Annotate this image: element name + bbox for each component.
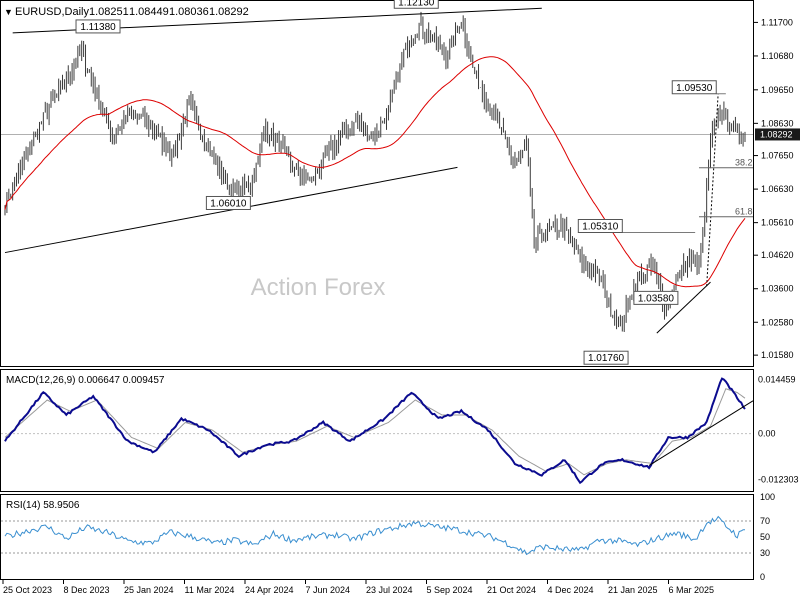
annotation-box	[633, 290, 679, 305]
annotation-box	[577, 219, 623, 234]
macd-panel-frame	[0, 369, 754, 492]
ohlc-low: 1.08036	[169, 6, 209, 18]
fib-level-label: 38.2	[735, 158, 753, 168]
price-panel-frame	[0, 0, 754, 367]
last-price-tag	[755, 128, 800, 141]
price-axis: 1.01580 1.02580 1.03600 1.04620 1.05610 1.066…	[753, 17, 800, 360]
annotation-box	[75, 19, 121, 34]
ohlc-open: 1.08251	[89, 6, 129, 18]
symbol-label: EURUSD,Daily	[15, 6, 89, 18]
x-tick-label: 21 Oct 2024	[487, 585, 536, 595]
price-overlays: 38.2 61.8 1.11380 1.12130 1.06010 1.09530 1.05…	[4, 0, 753, 365]
price-tick-label: 1.10680	[761, 51, 794, 61]
annotation-label: 1.09530	[676, 83, 713, 94]
annotation-box	[583, 350, 629, 365]
x-tick-label: 25 Jan 2024	[124, 585, 174, 595]
annotation-label: 1.05310	[582, 222, 619, 233]
last-price-label: 1.08292	[760, 129, 793, 139]
rsi-tick-label: 30	[760, 548, 770, 558]
annotation-box	[205, 195, 251, 210]
trendline	[656, 281, 711, 334]
price-tick-label: 1.03600	[761, 284, 794, 294]
annotation-label: 1.03580	[638, 293, 675, 304]
rsi-tick-label: 100	[760, 492, 775, 502]
annotation-label: 1.11380	[80, 22, 116, 33]
x-tick-label: 11 Mar 2024	[185, 585, 235, 595]
macd-title: MACD(12,26,9) 0.006647 0.009457	[6, 375, 165, 386]
price-tick-label: 1.08630	[761, 118, 794, 128]
watermark: Action Forex	[251, 274, 386, 301]
macd-tick-label: -0.012303	[758, 475, 799, 485]
moving-average-line	[4, 56, 746, 288]
rsi-panel-frame	[0, 494, 754, 580]
projection-dashed-line	[706, 93, 719, 287]
price-tick-label: 1.06630	[761, 184, 794, 194]
rsi-layer: 100 70 50 30 0	[1, 492, 775, 582]
x-axis: 25 Oct 2023 8 Dec 2023 25 Jan 2024 11 Mar 2…	[2, 580, 715, 595]
x-tick-label: 5 Sep 2024	[427, 585, 473, 595]
moving-average	[4, 56, 746, 288]
macd-signal-line	[4, 388, 746, 476]
macd-layer: 0.014459 0.00 -0.012303	[1, 375, 799, 485]
annotation-box	[671, 80, 717, 95]
x-tick-label: 21 Jan 2025	[608, 585, 658, 595]
price-tick-label: 1.02580	[761, 317, 794, 327]
watermark-layer: Action Forex	[251, 274, 386, 301]
fib-level-label: 61.8	[735, 207, 753, 217]
price-bars	[4, 11, 746, 332]
price-tick-label: 1.04620	[761, 250, 794, 260]
price-tick-label: 1.01580	[761, 350, 794, 360]
annotation-box	[393, 0, 439, 9]
x-tick-label: 23 Jul 2024	[366, 585, 413, 595]
x-tick-label: 7 Jun 2024	[306, 585, 351, 595]
macd-tick-label: 0.00	[758, 429, 776, 439]
macd-line	[4, 377, 746, 485]
ohlc-high: 1.08449	[129, 6, 169, 18]
macd-tick-label: 0.014459	[758, 375, 796, 385]
price-tick-label: 1.09650	[761, 85, 794, 95]
x-tick-label: 6 Mar 2025	[669, 585, 715, 595]
rsi-tick-label: 70	[760, 516, 770, 526]
ohlc-close: 1.08292	[209, 6, 249, 18]
chart-header: ▼ EURUSD,Daily 1.08251 1.08449 1.08036 1…	[4, 6, 249, 18]
annotation-label: 1.01760	[588, 353, 625, 364]
annotation-label: 1.12130	[398, 0, 435, 8]
annotation-label: 1.06010	[210, 198, 247, 209]
x-tick-label: 8 Dec 2023	[64, 585, 110, 595]
rsi-line	[4, 515, 745, 556]
x-tick-label: 25 Oct 2023	[3, 585, 52, 595]
x-tick-label: 4 Dec 2024	[548, 585, 594, 595]
price-tick-label: 1.07650	[761, 151, 794, 161]
price-tick-label: 1.05610	[761, 218, 794, 228]
x-tick-label: 24 Apr 2024	[245, 585, 294, 595]
rsi-tick-label: 50	[760, 532, 770, 542]
rsi-title: RSI(14) 58.9506	[6, 500, 80, 511]
triangle-icon: ▼	[4, 7, 13, 17]
macd-trendline	[648, 400, 754, 466]
price-tick-label: 1.11700	[761, 17, 793, 27]
rsi-tick-label: 0	[760, 572, 765, 582]
